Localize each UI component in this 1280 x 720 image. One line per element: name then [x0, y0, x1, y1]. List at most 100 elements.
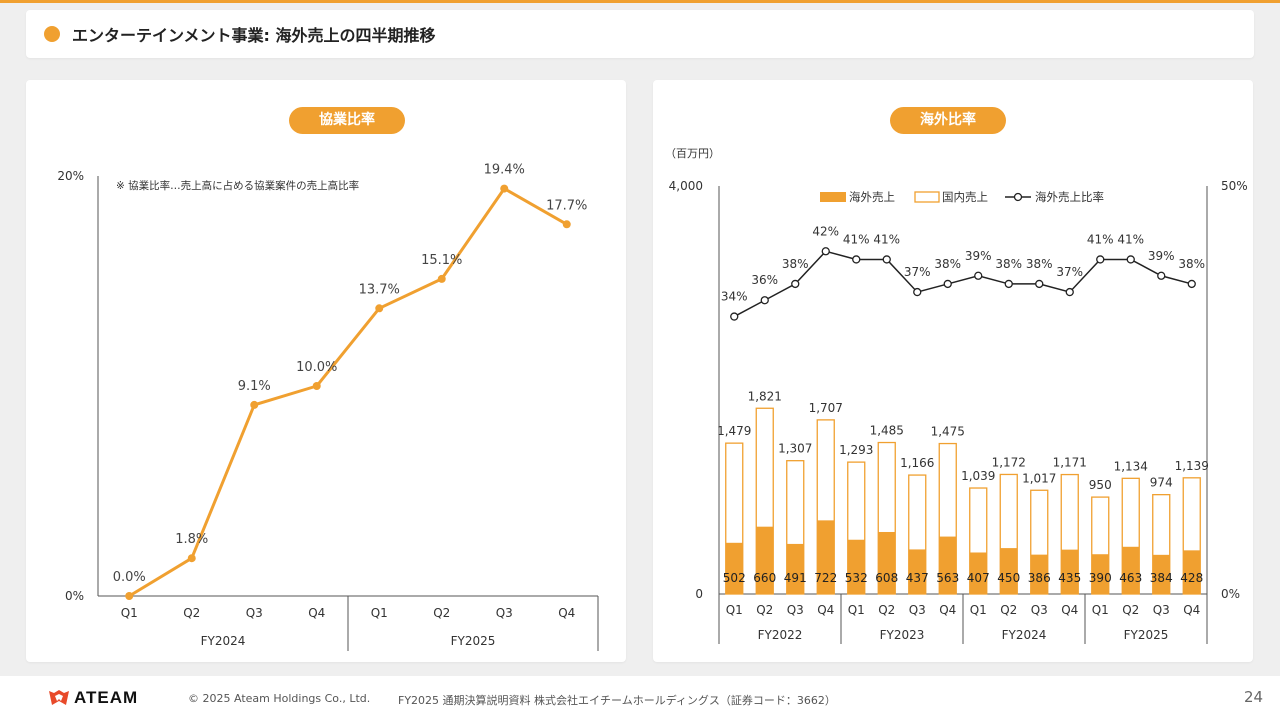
legend-label-domestic: 国内売上 — [942, 190, 988, 204]
bar-overseas — [1030, 554, 1048, 594]
y-left-tick-label: 0 — [695, 587, 703, 601]
x-tick-label: Q4 — [308, 606, 325, 620]
data-label: 17.7% — [546, 198, 587, 213]
bar-overseas — [817, 520, 835, 594]
data-point — [312, 382, 321, 390]
bar-overseas — [1000, 548, 1018, 594]
x-tick-label: Q3 — [787, 603, 804, 617]
data-point — [375, 304, 384, 313]
overseas-sales-chart: （百万円） 0 4,000 0% 50% 海外売上 国内売上 海外売上比率 1,479 502 1,… — [665, 147, 1248, 644]
ratio-label: 38% — [995, 257, 1022, 271]
ratio-point — [821, 247, 830, 256]
ratio-label: 38% — [782, 257, 809, 271]
x-tick-label: Q3 — [1153, 603, 1170, 617]
copyright: © 2025 Ateam Holdings Co., Ltd. — [188, 692, 371, 705]
bar-overseas-label: 450 — [997, 571, 1020, 585]
x-tick-label: Q3 — [496, 606, 513, 620]
ratio-point — [760, 296, 769, 305]
bar-total-label: 1,134 — [1114, 459, 1148, 473]
bar-overseas-label: 435 — [1058, 571, 1081, 585]
data-point — [187, 554, 196, 563]
ratio-label: 37% — [904, 265, 931, 279]
x-tick-label: Q1 — [371, 606, 388, 620]
x-tick-label: Q1 — [121, 606, 138, 620]
bar-total-label: 1,017 — [1022, 471, 1056, 485]
fiscal-year-label: FY2022 — [758, 628, 803, 642]
ratio-point — [1065, 287, 1074, 297]
y-tick-label: 0% — [65, 589, 84, 603]
bar-overseas-label: 608 — [875, 571, 898, 585]
bar-overseas — [1122, 546, 1140, 594]
legend-label-overseas: 海外売上 — [849, 190, 895, 204]
data-label: 10.0% — [296, 360, 337, 375]
x-tick-label: Q4 — [1183, 603, 1200, 617]
chart-note: ※ 協業比率…売上高に占める協業案件の売上高比率 — [116, 179, 359, 192]
data-point — [437, 274, 446, 283]
ratio-label: 41% — [1117, 232, 1144, 246]
bullet-dot-icon — [44, 26, 60, 42]
x-tick-label: Q2 — [183, 606, 200, 620]
bar-overseas-label: 502 — [723, 571, 746, 585]
ratio-point — [1126, 255, 1135, 264]
bar-total-label: 1,307 — [778, 442, 812, 456]
x-tick-label: Q3 — [246, 606, 263, 620]
data-point — [250, 400, 259, 409]
page-number: 24 — [1244, 688, 1264, 706]
unit-label: （百万円） — [665, 147, 720, 160]
data-label: 9.1% — [238, 379, 271, 394]
y-left-tick-label: 4,000 — [669, 179, 703, 193]
x-tick-label: Q1 — [1092, 603, 1109, 617]
overseas-ratio-line — [733, 250, 1192, 318]
ratio-label: 39% — [965, 249, 992, 263]
bar-overseas — [1152, 554, 1170, 594]
bar-overseas — [939, 536, 957, 594]
ratio-label: 38% — [1178, 257, 1205, 271]
bar-total-label: 950 — [1089, 478, 1112, 492]
data-point — [500, 184, 509, 193]
bar-overseas — [786, 543, 804, 594]
bar-overseas — [1061, 549, 1079, 594]
x-tick-label: Q4 — [1061, 603, 1078, 617]
bar-overseas-label: 563 — [936, 571, 959, 585]
bar-overseas — [969, 552, 987, 594]
x-tick-label: Q1 — [848, 603, 865, 617]
ratio-label: 36% — [751, 273, 778, 287]
legend-swatch-ratio-marker — [1013, 192, 1023, 202]
x-tick-label: Q4 — [558, 606, 575, 620]
ratio-label: 41% — [873, 232, 900, 246]
bar-overseas-label: 428 — [1180, 571, 1203, 585]
bar-overseas-label: 463 — [1119, 571, 1142, 585]
collab-ratio-line — [128, 187, 568, 598]
bar-total-label: 1,139 — [1175, 459, 1209, 473]
x-tick-label: Q2 — [1122, 603, 1139, 617]
x-tick-label: Q1 — [970, 603, 987, 617]
bar-total-label: 1,039 — [961, 469, 995, 483]
ratio-point — [1004, 279, 1013, 289]
ratio-label: 38% — [934, 257, 961, 271]
fiscal-year-label: FY2025 — [1124, 628, 1169, 642]
fiscal-year-label: FY2023 — [880, 628, 925, 642]
x-tick-label: Q2 — [1000, 603, 1017, 617]
legend-swatch-overseas — [820, 192, 846, 202]
bar-overseas-label: 660 — [753, 571, 776, 585]
data-label: 1.8% — [175, 532, 208, 547]
bar-overseas — [847, 539, 865, 594]
data-point — [125, 592, 134, 600]
bar-overseas-label: 722 — [814, 571, 837, 585]
y-tick-label: 20% — [57, 169, 84, 183]
bar-overseas — [908, 549, 926, 594]
y-right-tick-label: 0% — [1221, 587, 1240, 601]
x-tick-label: Q4 — [817, 603, 834, 617]
ratio-point — [1157, 271, 1166, 280]
ratio-point — [1096, 255, 1105, 264]
bar-overseas-label: 390 — [1089, 571, 1112, 585]
bar-total-label: 1,293 — [839, 443, 873, 457]
bar-total-label: 974 — [1150, 476, 1173, 490]
bar-overseas — [725, 542, 743, 594]
document-title: FY2025 通期決算説明資料 株式会社エイチームホールディングス（証券コード：… — [398, 694, 836, 707]
bar-overseas — [756, 526, 774, 594]
ateam-logo-icon — [49, 690, 69, 705]
x-tick-label: Q2 — [756, 603, 773, 617]
ratio-point — [974, 271, 983, 280]
ratio-point — [882, 255, 891, 264]
